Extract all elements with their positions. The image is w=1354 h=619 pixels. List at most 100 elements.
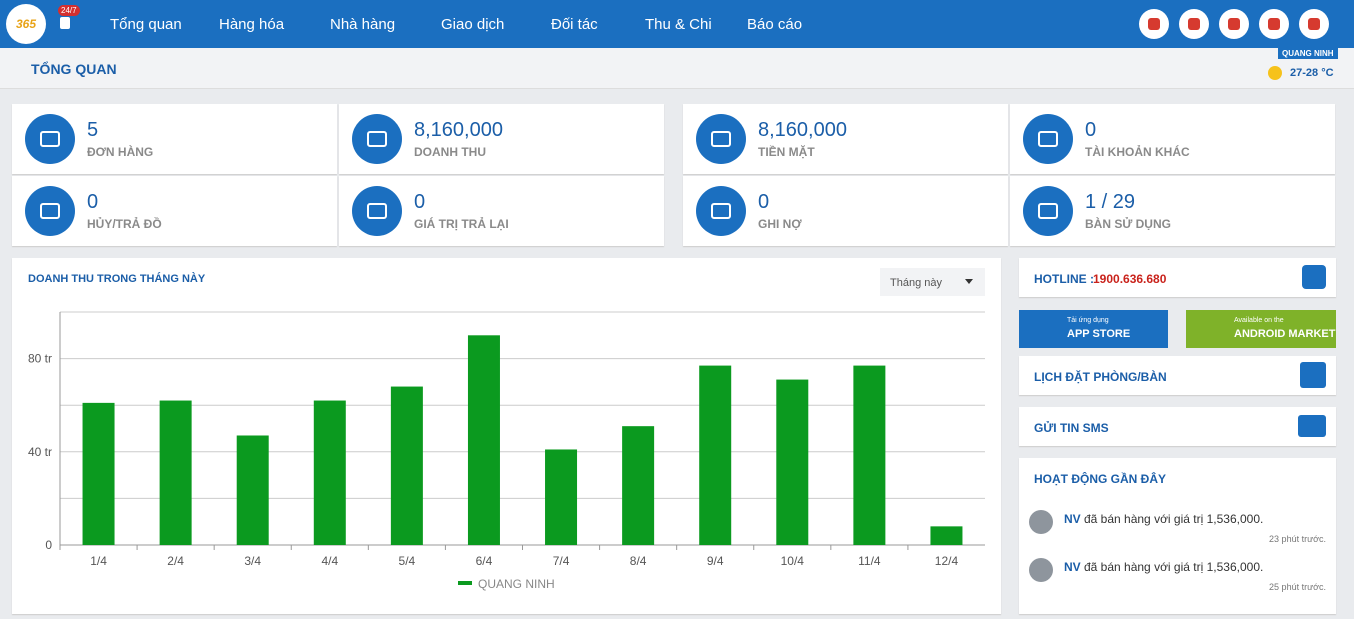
activity-user: NV xyxy=(1064,512,1081,526)
android-button[interactable]: Available on the ANDROID MARKET xyxy=(1186,310,1336,348)
nav-item[interactable]: Tổng quan xyxy=(110,16,182,33)
stat-label: GHI NỢ xyxy=(758,217,802,231)
activity-time: 23 phút trước. xyxy=(1269,534,1326,544)
mail-icon xyxy=(1298,415,1326,437)
glyph xyxy=(40,203,60,219)
stat-label: HỦY/TRẢ ĐỒ xyxy=(87,217,162,231)
x-tick-label: 10/4 xyxy=(781,554,805,568)
top-nav: 365 24/7 Tổng quan Hàng hóa Nhà hàng Gia… xyxy=(0,0,1354,48)
booking-box[interactable]: LỊCH ĐẶT PHÒNG/BÀN xyxy=(1019,356,1336,395)
hotline-label: HOTLINE : xyxy=(1034,272,1094,286)
appstore-label: APP STORE xyxy=(1067,328,1131,340)
stat-value: 0 xyxy=(758,191,770,213)
settings-button[interactable] xyxy=(1259,9,1289,39)
glyph xyxy=(1038,203,1058,219)
cart-button[interactable] xyxy=(1139,9,1169,39)
nav-item[interactable]: Báo cáo xyxy=(747,16,803,33)
x-tick-label: 12/4 xyxy=(935,554,959,568)
bar xyxy=(545,449,578,545)
stat-icon xyxy=(352,186,402,236)
bar xyxy=(930,526,963,545)
weather: 27-28 °C xyxy=(1290,67,1334,79)
stat-icon xyxy=(25,186,75,236)
nav-item[interactable]: Giao dịch xyxy=(441,16,505,33)
stat-label: DOANH THU xyxy=(414,145,486,159)
stat-label: TÀI KHOẢN KHÁC xyxy=(1085,145,1190,159)
stat-label: BÀN SỬ DỤNG xyxy=(1085,217,1171,231)
stat-card: 8,160,000 DOANH THU xyxy=(339,104,664,174)
bar xyxy=(159,400,192,545)
x-tick-label: 2/4 xyxy=(167,554,184,568)
stat-card: 0 TÀI KHOẢN KHÁC xyxy=(1010,104,1335,174)
stat-card: 1 / 29 BÀN SỬ DỤNG xyxy=(1010,176,1335,246)
activity-box: HOẠT ĐỘNG GẦN ĐÂY NV đã bán hàng với giá … xyxy=(1019,458,1336,614)
bar xyxy=(622,426,655,545)
stat-value: 1 / 29 xyxy=(1085,191,1136,213)
glyph xyxy=(711,203,731,219)
bar xyxy=(82,402,115,545)
stat-icon xyxy=(696,186,746,236)
location-button[interactable] xyxy=(1219,9,1249,39)
legend-label: QUANG NINH xyxy=(478,577,555,591)
android-label: ANDROID MARKET xyxy=(1234,328,1336,340)
stat-value: 0 xyxy=(87,191,99,213)
stat-label: ĐƠN HÀNG xyxy=(87,145,154,159)
nav-item[interactable]: Đối tác xyxy=(551,16,598,33)
stat-value: 8,160,000 xyxy=(414,119,503,141)
phone-icon[interactable] xyxy=(60,17,70,29)
chart: DOANH THU TRONG THÁNG NÀY Tháng này 0 40 tr… xyxy=(28,268,985,591)
calendar-icon xyxy=(1300,362,1326,388)
stat-icon xyxy=(1023,186,1073,236)
edit-button[interactable] xyxy=(1179,9,1209,39)
dropdown-caret xyxy=(965,279,973,284)
bar xyxy=(236,435,269,545)
phone-icon xyxy=(1302,265,1326,289)
stat-icon xyxy=(352,114,402,164)
nav-item[interactable]: Thu & Chi xyxy=(645,16,712,33)
y-tick-label: 40 tr xyxy=(28,445,52,459)
activity-time: 25 phút trước. xyxy=(1269,582,1326,592)
stat-card: 0 HỦY/TRẢ ĐỒ xyxy=(12,176,337,246)
x-tick-label: 4/4 xyxy=(321,554,338,568)
bar xyxy=(853,365,886,545)
hotline-number: 1900.636.680 xyxy=(1093,272,1167,286)
x-tick-label: 3/4 xyxy=(244,554,261,568)
x-tick-label: 5/4 xyxy=(399,554,416,568)
bar xyxy=(776,379,809,545)
stat-card: 5 ĐƠN HÀNG xyxy=(12,104,337,174)
android-small: Available on the xyxy=(1234,317,1284,324)
activity-text: đã bán hàng với giá trị 1,536,000. xyxy=(1084,512,1264,526)
sub-header xyxy=(0,48,1354,89)
x-tick-label: 11/4 xyxy=(858,554,881,568)
nav-item[interactable]: Nhà hàng xyxy=(330,16,396,33)
stat-value: 0 xyxy=(414,191,426,213)
y-tick-label: 80 tr xyxy=(28,352,52,366)
stat-value: 5 xyxy=(87,119,99,141)
chart-panel: DOANH THU TRONG THÁNG NÀY Tháng này 0 40 tr… xyxy=(12,258,1001,614)
user-button[interactable] xyxy=(1299,9,1329,39)
glyph xyxy=(40,131,60,147)
booking-label: LỊCH ĐẶT PHÒNG/BÀN xyxy=(1034,370,1167,384)
x-tick-label: 9/4 xyxy=(707,554,724,568)
logo[interactable]: 365 xyxy=(6,4,46,44)
bar xyxy=(467,335,500,545)
stat-value: 0 xyxy=(1085,119,1097,141)
stat-label: GIÁ TRỊ TRẢ LẠI xyxy=(414,217,509,231)
sun-icon xyxy=(1268,66,1282,80)
x-tick-label: 6/4 xyxy=(476,554,493,568)
activity-user: NV xyxy=(1064,560,1081,574)
legend-swatch xyxy=(458,581,472,585)
appstore-small: Tải ứng dụng xyxy=(1067,317,1109,324)
stat-icon xyxy=(25,114,75,164)
hotline-box: HOTLINE : 1900.636.680 xyxy=(1019,258,1336,297)
stat-card: 0 GHI NỢ xyxy=(683,176,1008,246)
bar xyxy=(390,386,423,545)
appstore-button[interactable]: Tải ứng dụng APP STORE xyxy=(1019,310,1168,348)
glyph xyxy=(711,131,731,147)
x-tick-label: 7/4 xyxy=(553,554,570,568)
sms-box[interactable]: GỬI TIN SMS xyxy=(1019,407,1336,446)
nav-item[interactable]: Hàng hóa xyxy=(219,16,285,33)
glyph xyxy=(367,131,387,147)
activity-icon xyxy=(1029,510,1053,534)
